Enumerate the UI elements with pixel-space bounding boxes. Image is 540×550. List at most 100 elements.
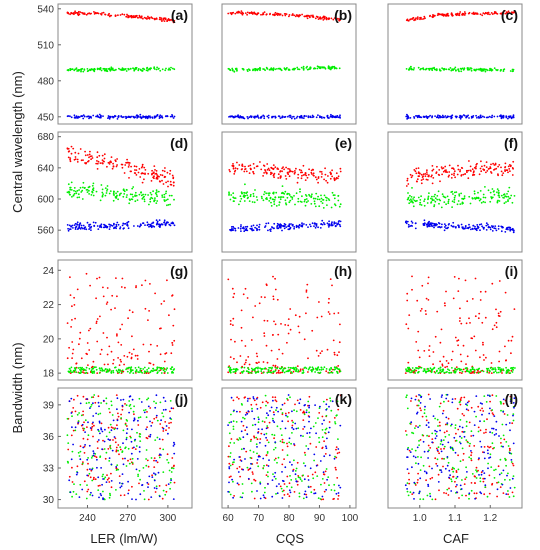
panel-c-points xyxy=(405,9,516,120)
point-g-red xyxy=(71,341,74,343)
point-e-green xyxy=(273,200,275,203)
point-h-green xyxy=(293,368,296,371)
point-j-blue xyxy=(100,427,102,429)
point-j-blue xyxy=(158,438,161,440)
point-l-red xyxy=(463,414,465,417)
point-f-green xyxy=(507,195,510,198)
point-a-green xyxy=(147,68,150,71)
point-h-green xyxy=(319,372,321,374)
point-k-blue xyxy=(242,436,245,439)
point-e-green xyxy=(243,192,246,194)
point-e-red xyxy=(333,179,336,182)
point-j-green xyxy=(89,493,92,496)
point-k-green xyxy=(312,477,315,480)
point-f-green xyxy=(407,192,409,194)
point-c-blue xyxy=(434,115,436,117)
point-d-green xyxy=(86,188,89,191)
point-j-blue xyxy=(103,440,106,443)
point-j-blue xyxy=(89,468,91,470)
point-h-red xyxy=(298,331,301,334)
point-i-green xyxy=(511,371,514,373)
point-k-blue xyxy=(228,481,230,484)
point-c-green xyxy=(413,67,415,69)
point-g-green xyxy=(173,368,176,370)
point-h-red xyxy=(305,312,307,315)
point-f-blue xyxy=(461,226,464,229)
point-d-blue xyxy=(163,219,166,222)
point-e-blue xyxy=(334,225,337,228)
point-k-green xyxy=(230,413,232,416)
point-k-red xyxy=(266,401,269,404)
point-h-red xyxy=(255,352,258,355)
point-j-red xyxy=(137,424,140,426)
point-a-green xyxy=(122,69,125,71)
point-k-green xyxy=(281,490,284,493)
point-j-blue xyxy=(86,458,89,461)
point-d-blue xyxy=(74,228,77,231)
point-g-red xyxy=(130,356,133,359)
point-j-blue xyxy=(97,401,100,404)
point-f-green xyxy=(503,197,505,199)
point-f-red xyxy=(479,167,482,170)
point-k-blue xyxy=(264,444,267,447)
point-j-red xyxy=(155,416,158,419)
point-k-green xyxy=(276,461,278,464)
point-e-green xyxy=(320,194,322,197)
point-j-blue xyxy=(148,475,151,478)
point-d-green xyxy=(101,191,104,194)
point-e-blue xyxy=(244,226,247,228)
point-e-red xyxy=(241,164,244,167)
point-e-red xyxy=(273,176,275,179)
point-k-red xyxy=(256,438,259,441)
point-f-green xyxy=(456,203,459,206)
point-e-red xyxy=(234,167,237,170)
point-i-red xyxy=(407,361,410,364)
point-f-red xyxy=(438,169,441,171)
point-i-red xyxy=(464,370,467,373)
point-i-green xyxy=(496,371,498,374)
point-g-red xyxy=(106,353,109,356)
point-c-red xyxy=(422,18,425,20)
point-k-red xyxy=(322,498,325,501)
point-h-red xyxy=(299,368,302,371)
point-h-green xyxy=(297,370,299,373)
point-e-red xyxy=(277,173,280,176)
point-l-red xyxy=(455,471,458,473)
point-c-red xyxy=(494,11,496,14)
point-g-red xyxy=(108,345,111,348)
point-i-red xyxy=(455,366,458,368)
point-f-red xyxy=(512,160,515,163)
point-c-green xyxy=(443,68,445,71)
point-i-green xyxy=(439,369,441,371)
point-h-red xyxy=(306,296,309,299)
point-j-red xyxy=(72,429,75,432)
point-k-green xyxy=(279,440,282,443)
point-j-green xyxy=(117,449,119,452)
point-f-red xyxy=(431,169,434,172)
point-a-red xyxy=(85,13,88,16)
point-e-red xyxy=(294,170,296,172)
panel-b-frame xyxy=(221,3,357,125)
point-j-green xyxy=(154,439,157,441)
point-h-red xyxy=(331,284,333,287)
point-g-red xyxy=(134,354,137,357)
point-k-green xyxy=(266,425,269,427)
point-k-red xyxy=(286,493,289,495)
point-d-green xyxy=(134,195,137,198)
point-c-green xyxy=(431,67,434,70)
point-c-green xyxy=(509,70,512,72)
point-a-red xyxy=(107,14,110,17)
point-g-green xyxy=(126,367,128,369)
point-f-green xyxy=(475,196,478,199)
point-e-blue xyxy=(301,225,304,228)
point-l-red xyxy=(462,452,465,455)
point-k-green xyxy=(286,397,288,400)
point-g-red xyxy=(83,372,86,374)
point-j-green xyxy=(100,402,102,404)
point-h-red xyxy=(306,283,309,286)
point-e-blue xyxy=(243,230,246,233)
point-e-green xyxy=(275,191,278,194)
point-l-red xyxy=(455,485,457,488)
point-e-red xyxy=(317,181,319,184)
